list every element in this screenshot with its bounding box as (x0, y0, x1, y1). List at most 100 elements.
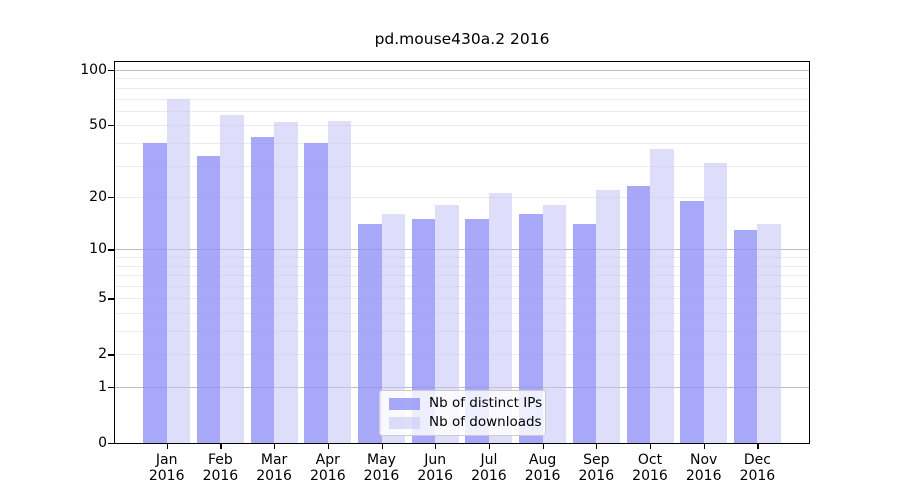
bar-downloads-may (381, 214, 405, 444)
x-tick-mark (596, 444, 598, 450)
y-tick-label: 20 (89, 189, 107, 206)
x-tick-year: 2016 (417, 468, 453, 485)
bar-distinct-ips-aug (519, 214, 543, 444)
gridline-minor (115, 257, 809, 259)
legend-item-distinct-ips: Nb of distinct IPs (389, 396, 542, 411)
gridline-minor (115, 125, 809, 127)
y-tick-label: 10 (89, 241, 107, 258)
gridline-minor (115, 142, 809, 144)
bar-distinct-ips-dec (733, 229, 758, 444)
x-tick-year: 2016 (739, 468, 776, 485)
bar-downloads-jan (166, 98, 191, 444)
x-tick-label: May 2016 (355, 452, 409, 484)
y-tick-label: 0 (98, 435, 107, 452)
y-tick-label: 100 (80, 62, 107, 78)
y-tick-mark (108, 249, 115, 251)
bar-downloads-mar (274, 122, 298, 444)
legend-swatch-downloads (389, 416, 420, 429)
x-tick-year: 2016 (524, 468, 561, 485)
x-tick-mark (757, 444, 759, 450)
bar-distinct-ips-jun (411, 219, 436, 444)
gridline-major (115, 70, 809, 71)
x-tick-mark (435, 444, 437, 450)
gridline-minor (115, 298, 809, 300)
x-tick-mark (703, 444, 705, 450)
x-tick-year: 2016 (685, 468, 722, 485)
bar-downloads-nov (703, 162, 728, 444)
gridline-minor (115, 313, 809, 315)
x-tick-year: 2016 (363, 468, 400, 485)
legend-item-downloads: Nb of downloads (389, 415, 542, 430)
gridline-minor (115, 98, 809, 100)
x-tick-label: Nov 2016 (677, 452, 731, 484)
y-tick-mark (108, 354, 115, 356)
bar-distinct-ips-apr (304, 142, 328, 444)
legend-label-distinct-ips: Nb of distinct IPs (429, 395, 543, 411)
bar-downloads-aug (542, 205, 567, 444)
gridline-minor (115, 354, 809, 356)
x-tick-mark (542, 444, 544, 450)
y-tick-mark (108, 298, 115, 300)
x-tick-label: Jul 2016 (462, 452, 516, 484)
y-tick-mark (108, 70, 115, 72)
gridline-minor (115, 285, 809, 287)
x-tick-label: Jun 2016 (408, 452, 462, 484)
x-tick-year: 2016 (256, 468, 292, 485)
gridline-minor (115, 87, 809, 89)
y-tick-label: 1 (98, 379, 107, 396)
legend: Nb of distinct IPs Nb of downloads (379, 390, 546, 436)
x-tick-label: Aug 2016 (516, 452, 570, 484)
x-tick-mark (274, 444, 276, 450)
bar-downloads-jul (488, 193, 513, 444)
x-tick-mark (381, 444, 383, 450)
x-tick-label: Apr 2016 (301, 452, 355, 484)
x-tick-label: Feb 2016 (193, 452, 247, 484)
bar-distinct-ips-sep (572, 224, 597, 444)
x-tick-mark (650, 444, 652, 450)
gridline-minor (115, 331, 809, 333)
gridline-minor (115, 265, 809, 267)
bar-downloads-oct (650, 149, 674, 444)
gridline-major (115, 387, 809, 389)
x-tick-label: Oct 2016 (623, 452, 677, 484)
bar-distinct-ips-feb (196, 155, 221, 444)
bar-downloads-jun (435, 205, 459, 444)
legend-label-downloads: Nb of downloads (429, 414, 542, 430)
bar-distinct-ips-nov (680, 200, 704, 444)
x-tick-label: Mar 2016 (247, 452, 301, 484)
x-tick-year: 2016 (309, 468, 346, 485)
gridline-minor (115, 275, 809, 277)
bar-distinct-ips-mar (250, 137, 275, 444)
y-tick-mark (108, 197, 115, 199)
x-tick-label: Jan 2016 (140, 452, 194, 484)
y-tick-mark (108, 125, 115, 127)
gridline-minor (115, 165, 809, 167)
x-tick-mark (220, 444, 222, 450)
bar-downloads-sep (596, 189, 620, 444)
chart-title: pd.mouse430a.2 2016 (374, 30, 550, 48)
gridline-major (115, 249, 809, 251)
bar-downloads-dec (757, 224, 781, 444)
gridline-minor (115, 78, 809, 80)
y-tick-mark (108, 387, 115, 389)
bar-distinct-ips-may (358, 224, 382, 444)
x-tick-label: Dec 2016 (730, 452, 784, 484)
bar-distinct-ips-jul (465, 219, 489, 444)
gridline-minor (115, 110, 809, 112)
x-tick-year: 2016 (578, 468, 615, 485)
legend-swatch-distinct-ips (389, 397, 420, 410)
bar-downloads-feb (220, 114, 244, 444)
x-tick-year: 2016 (471, 468, 507, 485)
x-tick-mark (166, 444, 168, 450)
y-tick-label: 5 (98, 290, 107, 307)
x-tick-label: Sep 2016 (569, 452, 623, 484)
bar-downloads-apr (327, 120, 352, 444)
y-tick-mark (108, 443, 115, 445)
x-tick-mark (488, 444, 491, 450)
y-tick-label: 50 (89, 117, 107, 134)
bar-distinct-ips-jan (143, 142, 167, 444)
y-tick-label: 2 (98, 346, 107, 363)
x-tick-year: 2016 (148, 468, 185, 485)
gridline-minor (115, 197, 809, 199)
